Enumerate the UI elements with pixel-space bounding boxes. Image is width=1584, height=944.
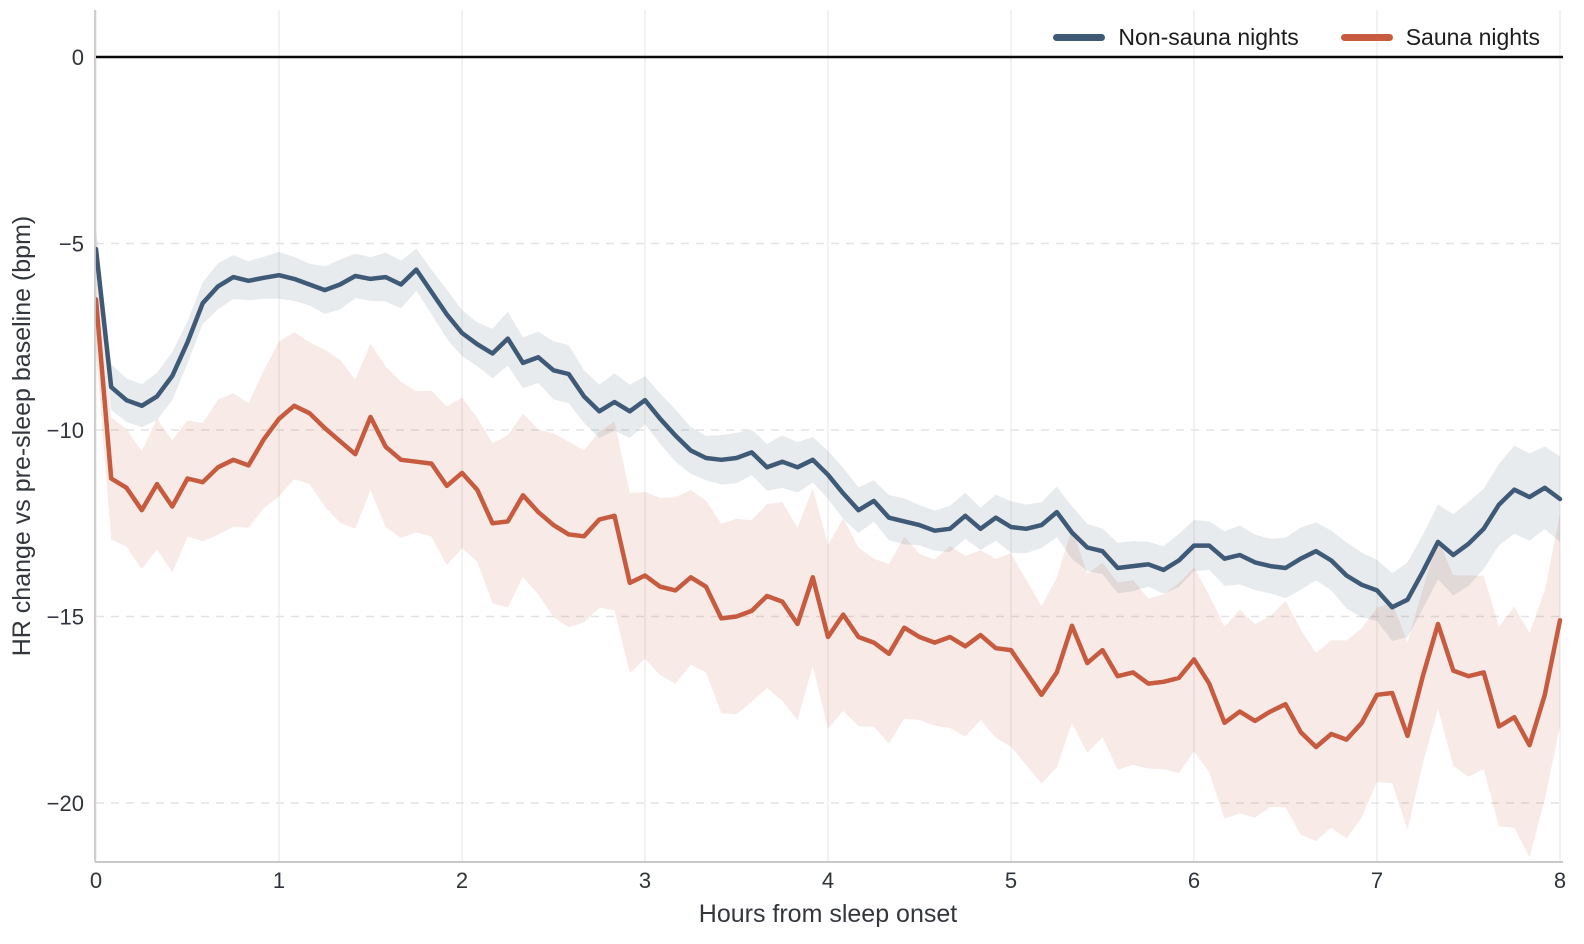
sauna-line — [95, 297, 1563, 750]
y-tick-label: 0 — [72, 45, 84, 70]
y-tick-label: −20 — [47, 791, 84, 816]
x-tick-label: 8 — [1554, 868, 1566, 893]
ci-band-sauna — [96, 247, 1560, 858]
y-tick-label: −15 — [47, 605, 84, 630]
x-tick-label: 4 — [822, 868, 834, 893]
sauna-line-swatch-icon — [1340, 34, 1393, 41]
y-axis-label: HR change vs pre-sleep baseline (bpm) — [8, 216, 36, 657]
x-tick-label: 1 — [273, 868, 285, 893]
legend-label-non-sauna: Non-sauna nights — [1118, 24, 1299, 50]
x-axis-label: Hours from sleep onset — [699, 900, 958, 928]
legend: Non-sauna nights Sauna nights — [1053, 26, 1540, 49]
legend-entry-non-sauna: Non-sauna nights — [1053, 24, 1299, 50]
non-sauna-line — [95, 246, 1563, 610]
x-tick-label: 7 — [1371, 868, 1383, 893]
y-tick-label: −5 — [59, 232, 84, 257]
x-tick-label: 3 — [639, 868, 651, 893]
y-tick-label: −10 — [47, 418, 84, 443]
x-tick-label: 5 — [1005, 868, 1017, 893]
x-tick-label: 6 — [1188, 868, 1200, 893]
non-sauna-line-swatch-icon — [1053, 34, 1106, 41]
legend-entry-sauna: Sauna nights — [1340, 24, 1540, 50]
legend-label-sauna: Sauna nights — [1405, 24, 1540, 50]
x-tick-label: 0 — [90, 868, 102, 893]
x-tick-label: 2 — [456, 868, 468, 893]
